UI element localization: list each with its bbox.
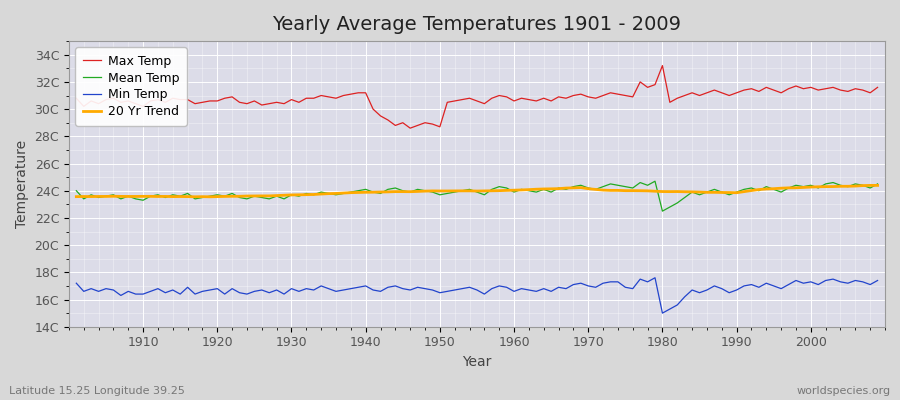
20 Yr Trend [301, 192, 311, 197]
Max Temp [605, 90, 616, 95]
Min Temp [598, 281, 608, 286]
Line: Mean Temp: Mean Temp [76, 181, 878, 211]
Min Temp [338, 288, 349, 292]
Min Temp [293, 289, 304, 294]
Mean Temp [598, 184, 608, 189]
Legend: Max Temp, Mean Temp, Min Temp, 20 Yr Trend: Max Temp, Mean Temp, Min Temp, 20 Yr Tre… [76, 47, 186, 126]
Mean Temp [293, 194, 304, 198]
Min Temp [71, 281, 82, 286]
Min Temp [872, 278, 883, 283]
Max Temp [657, 63, 668, 68]
Text: worldspecies.org: worldspecies.org [796, 386, 891, 396]
Mean Temp [872, 182, 883, 186]
20 Yr Trend [508, 188, 519, 192]
Min Temp [501, 285, 512, 290]
Mean Temp [338, 191, 349, 196]
Max Temp [508, 98, 519, 103]
20 Yr Trend [872, 183, 883, 188]
20 Yr Trend [190, 194, 201, 199]
Line: Max Temp: Max Temp [76, 66, 878, 128]
Max Temp [872, 85, 883, 90]
Mean Temp [508, 190, 519, 194]
20 Yr Trend [71, 194, 82, 199]
Max Temp [516, 96, 526, 101]
Mean Temp [501, 186, 512, 190]
Text: Latitude 15.25 Longitude 39.25: Latitude 15.25 Longitude 39.25 [9, 386, 184, 396]
Mean Temp [650, 179, 661, 184]
Mean Temp [130, 196, 141, 201]
Max Temp [293, 100, 304, 105]
20 Yr Trend [130, 194, 141, 199]
Line: Min Temp: Min Temp [76, 278, 878, 313]
Line: 20 Yr Trend: 20 Yr Trend [76, 185, 878, 197]
Max Temp [130, 101, 141, 106]
20 Yr Trend [516, 188, 526, 192]
Max Temp [405, 126, 416, 130]
Min Temp [130, 292, 141, 296]
20 Yr Trend [605, 188, 616, 193]
Max Temp [71, 96, 82, 101]
Mean Temp [71, 188, 82, 193]
Y-axis label: Temperature: Temperature [15, 140, 29, 228]
Mean Temp [657, 209, 668, 214]
Min Temp [508, 289, 519, 294]
20 Yr Trend [865, 183, 876, 188]
Title: Yearly Average Temperatures 1901 - 2009: Yearly Average Temperatures 1901 - 2009 [273, 15, 681, 34]
Min Temp [657, 311, 668, 316]
Min Temp [650, 275, 661, 280]
Max Temp [338, 93, 349, 98]
20 Yr Trend [346, 190, 356, 195]
X-axis label: Year: Year [463, 355, 491, 369]
